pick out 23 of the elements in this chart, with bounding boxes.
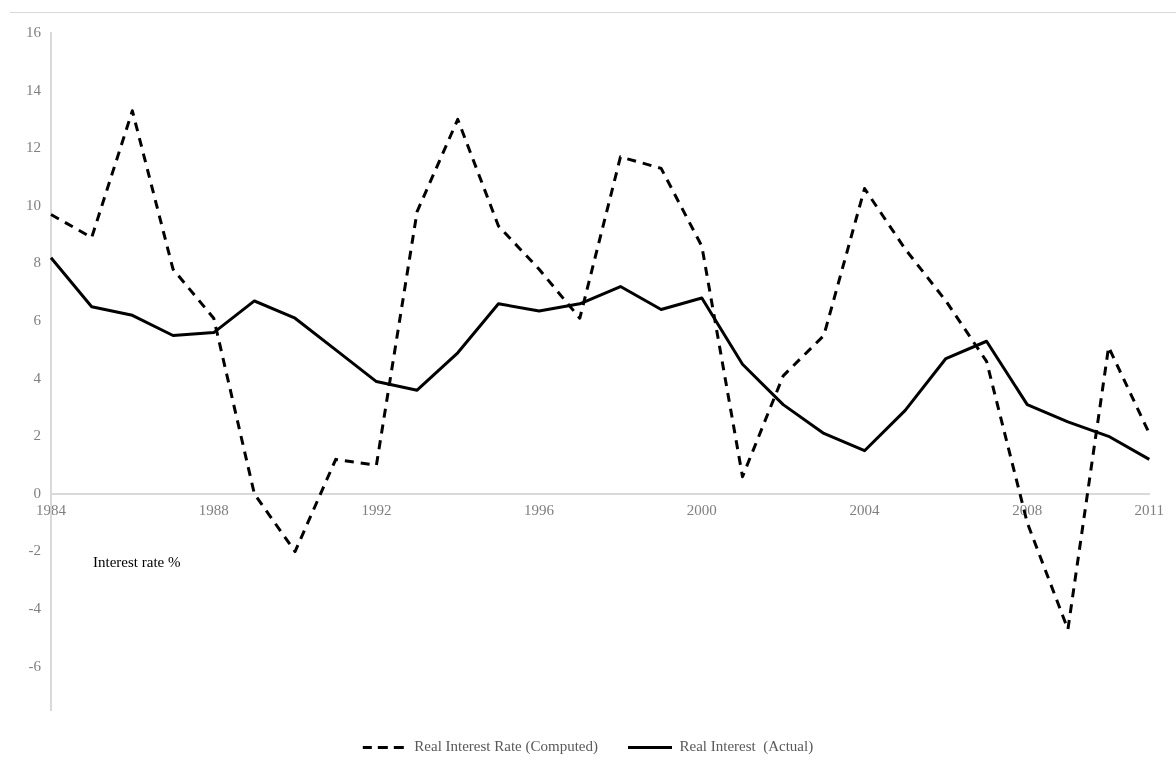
y-tick-label: -6 xyxy=(28,657,42,674)
y-tick-label: 0 xyxy=(33,484,41,501)
x-tick-label: 2011 xyxy=(1134,501,1164,518)
y-tick-label: 16 xyxy=(26,23,42,40)
x-tick-label: 1996 xyxy=(524,501,555,518)
y-tick-label: 8 xyxy=(33,254,41,271)
y-tick-label: 14 xyxy=(26,81,42,98)
x-tick-label: 2008 xyxy=(1012,501,1043,518)
y-tick-label: 12 xyxy=(26,139,41,156)
x-tick-label: 2004 xyxy=(849,501,881,518)
x-tick-label: 1992 xyxy=(361,501,392,518)
y-tick-label: -4 xyxy=(28,600,42,617)
annotation: Interest rate % xyxy=(93,554,181,571)
y-tick-label: 4 xyxy=(33,369,42,386)
legend-label: Real Interest (Actual) xyxy=(679,738,814,756)
y-tick-label: 6 xyxy=(33,312,42,329)
y-tick-label: 2 xyxy=(33,427,41,444)
x-tick-label: 2000 xyxy=(686,501,717,518)
x-tick-label: 1984 xyxy=(36,501,67,518)
legend-label: Real Interest Rate (Computed) xyxy=(414,738,599,756)
y-tick-label: 10 xyxy=(26,196,41,213)
y-tick-label: -2 xyxy=(28,542,41,559)
x-tick-label: 1988 xyxy=(198,501,229,518)
